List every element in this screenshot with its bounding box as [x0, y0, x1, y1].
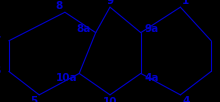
Text: 8a: 8a [76, 24, 91, 34]
Text: 9a: 9a [145, 24, 159, 34]
Text: 9: 9 [106, 0, 114, 6]
Text: 10: 10 [103, 97, 117, 102]
Text: 1: 1 [182, 0, 189, 6]
Text: 8: 8 [56, 1, 63, 11]
Text: 5: 5 [30, 96, 37, 102]
Text: 4a: 4a [145, 73, 159, 83]
Text: 4: 4 [182, 96, 190, 102]
Text: 10a: 10a [56, 73, 78, 83]
